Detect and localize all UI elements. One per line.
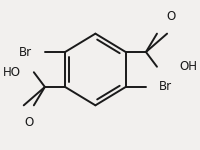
Text: O: O: [25, 116, 34, 129]
Text: OH: OH: [179, 60, 197, 73]
Text: Br: Br: [159, 80, 172, 93]
Text: O: O: [166, 10, 175, 23]
Text: Br: Br: [19, 46, 32, 59]
Text: HO: HO: [3, 66, 21, 79]
